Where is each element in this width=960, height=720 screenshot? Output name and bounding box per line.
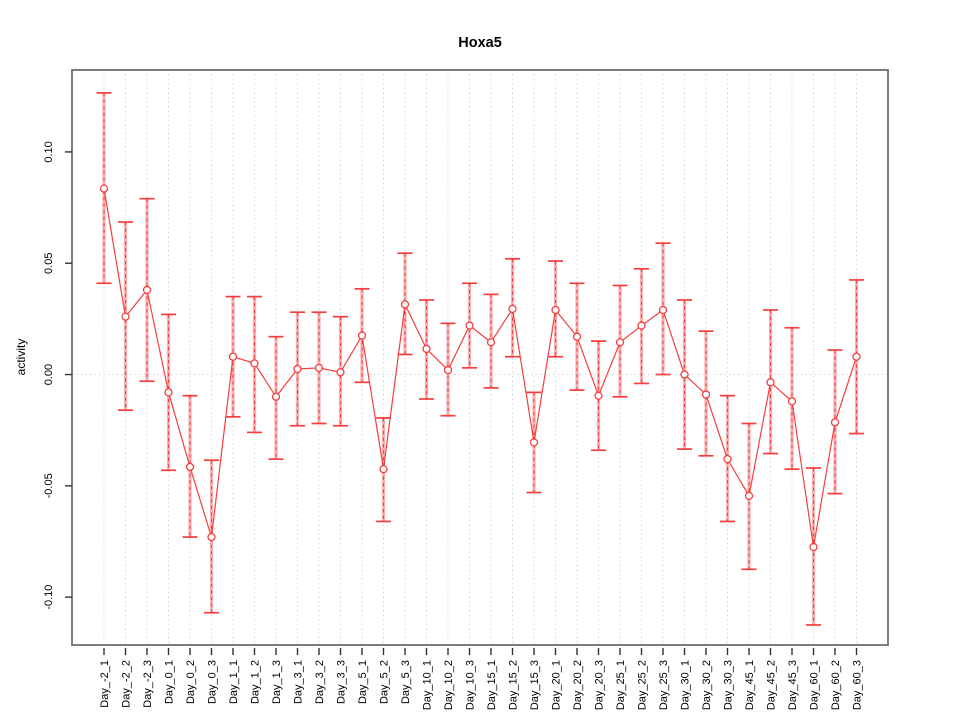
x-tick-label: Day_5_3 xyxy=(400,660,412,704)
x-tick-label: Day_30_3 xyxy=(722,660,734,710)
data-point-marker xyxy=(400,300,410,309)
y-tick-label: 0.00 xyxy=(43,364,55,385)
data-point-marker xyxy=(185,462,195,472)
x-tick-label: Day_-2_3 xyxy=(142,660,154,708)
x-tick-label: Day_15_3 xyxy=(529,660,541,710)
data-point-marker xyxy=(164,388,173,397)
x-tick-label: Day_60_1 xyxy=(808,660,820,710)
data-point-marker xyxy=(336,368,345,377)
data-point-marker xyxy=(99,184,109,193)
x-tick-label: Day_-2_1 xyxy=(99,660,111,708)
x-tick-label: Day_45_1 xyxy=(744,660,756,710)
series-layer xyxy=(96,92,864,626)
data-point-marker xyxy=(250,359,259,368)
x-tick-label: Day_15_1 xyxy=(486,660,498,710)
data-point-marker xyxy=(529,438,539,447)
data-point-marker xyxy=(465,321,474,330)
data-point-marker xyxy=(121,312,130,321)
axis-layer: 0.10 0.05 0.00 -0.05 -0.10 Day_-2_1 Day_-2_2 Da… xyxy=(43,69,889,710)
y-tick-label: -0.10 xyxy=(43,585,55,610)
y-tick-label: 0.10 xyxy=(43,141,55,162)
data-point-marker xyxy=(680,370,689,379)
chart-title: Hoxa5 xyxy=(458,35,502,51)
data-point-marker xyxy=(508,304,517,314)
data-point-marker xyxy=(615,338,625,347)
data-point-marker xyxy=(572,332,582,341)
data-point-marker xyxy=(830,418,840,427)
data-point-marker xyxy=(637,321,646,330)
x-tick-label: Day_20_2 xyxy=(572,660,584,710)
x-tick-label: Day_5_2 xyxy=(378,660,390,704)
x-tick-label: Day_10_3 xyxy=(464,660,476,710)
data-point-marker xyxy=(379,464,388,474)
x-tick-label: Day_25_3 xyxy=(658,660,670,710)
data-point-marker xyxy=(422,344,431,354)
x-tick-label: Day_-2_2 xyxy=(120,660,132,708)
y-axis-label: activity xyxy=(14,339,28,376)
data-point-marker xyxy=(658,305,668,315)
x-tick-label: Day_1_3 xyxy=(271,660,283,704)
plot-frame xyxy=(71,69,889,646)
data-point-marker xyxy=(787,397,797,406)
x-tick-label: Day_0_1 xyxy=(163,660,175,704)
x-tick-label: Day_3_2 xyxy=(314,660,326,704)
data-point-marker xyxy=(594,391,603,400)
x-tick-label: Day_10_1 xyxy=(421,660,433,710)
data-point-marker xyxy=(551,305,560,315)
x-tick-label: Day_0_2 xyxy=(185,660,197,704)
data-point-marker xyxy=(486,338,496,347)
data-point-marker xyxy=(314,363,324,373)
x-tick-label: Day_60_3 xyxy=(851,660,863,710)
data-point-marker xyxy=(723,454,732,464)
x-tick-label: Day_30_1 xyxy=(679,660,691,710)
data-point-marker xyxy=(766,378,775,387)
data-point-marker xyxy=(271,392,281,401)
x-tick-label: Day_25_2 xyxy=(636,660,648,710)
y-tick-label: 0.05 xyxy=(43,253,55,274)
x-tick-label: Day_3_1 xyxy=(292,660,304,704)
x-tick-label: Day_3_3 xyxy=(335,660,347,704)
data-point-marker xyxy=(142,285,152,295)
data-point-marker xyxy=(293,364,302,374)
data-point-marker xyxy=(809,542,818,552)
x-tick-label: Day_45_3 xyxy=(787,660,799,710)
x-tick-label: Day_1_1 xyxy=(228,660,240,704)
series-line xyxy=(103,188,858,548)
data-point-marker xyxy=(701,390,711,399)
x-tick-label: Day_20_1 xyxy=(550,660,562,710)
data-point-marker xyxy=(228,352,238,361)
x-tick-label: Day_60_2 xyxy=(830,660,842,710)
x-tick-label: Day_0_3 xyxy=(206,660,218,704)
data-point-marker xyxy=(207,532,216,542)
x-tick-label: Day_20_3 xyxy=(593,660,605,710)
x-tick-label: Day_15_2 xyxy=(507,660,519,710)
y-tick-label: -0.05 xyxy=(43,473,55,498)
data-point-marker xyxy=(357,331,367,340)
x-tick-label: Day_1_2 xyxy=(249,660,261,704)
grid-layer xyxy=(72,70,888,645)
x-tick-label: Day_25_1 xyxy=(615,660,627,710)
data-point-marker xyxy=(744,491,754,501)
data-point-marker xyxy=(852,352,861,361)
x-tick-label: Day_5_1 xyxy=(357,660,369,704)
data-point-marker xyxy=(443,365,453,375)
x-tick-label: Day_45_2 xyxy=(765,660,777,710)
x-tick-label: Day_30_2 xyxy=(701,660,713,710)
x-tick-label: Day_10_2 xyxy=(443,660,455,710)
